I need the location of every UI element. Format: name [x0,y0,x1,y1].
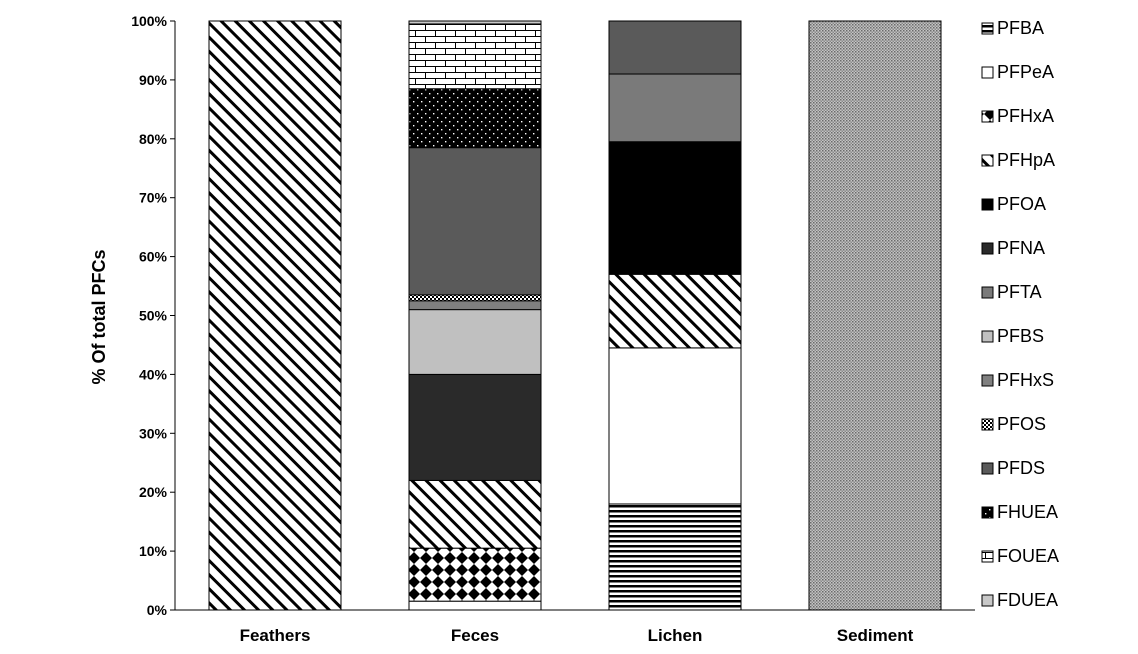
y-tick-label: 0% [147,602,168,618]
legend-swatch-pfpea [981,66,994,79]
bar-segment-feces-pfhxs [408,300,542,311]
legend-swatch-pfds [981,462,994,475]
legend-swatch-pfhxa [981,110,994,123]
legend-label-pfna: PFNA [997,238,1045,258]
bar-segment-feces-pfds [408,147,542,296]
bar-segment-feces-pfna [408,373,542,481]
legend-swatch-fduea [981,594,994,607]
bar-segment-feces-pfos [408,294,542,302]
legend-label-pfhpa: PFHpA [997,150,1055,170]
legend-swatch-pfhpa [981,154,994,167]
bar-segment-feces-pfbs [408,309,542,375]
bar-segment-feces-pfhxa [408,547,542,602]
legend-label-pfoa: PFOA [997,194,1046,214]
y-tick-label: 80% [139,131,168,147]
bar-segment-feces-pfpea [408,600,542,611]
legend-swatch-fhuea [981,506,994,519]
y-axis-title: % Of total PFCs [89,249,109,384]
legend-label-pfds: PFDS [997,458,1045,478]
y-tick-label: 90% [139,72,168,88]
legend-label-pfhxs: PFHxS [997,370,1054,390]
bar-segment-feces-fouea [408,23,542,90]
legend-swatch-fouea [981,550,994,563]
bar-segment-lichen-pfta [608,73,742,143]
y-tick-label: 30% [139,425,168,441]
legend-label-pfta: PFTA [997,282,1042,302]
bar-segment-sediment-unlabeled [808,20,942,611]
bar-segment-feathers-pfhpa [208,20,342,611]
legend-label-pfhxa: PFHxA [997,106,1054,126]
legend-swatch-pfna [981,242,994,255]
x-axis-labels: Feathers Feces Lichen Sediment [240,626,914,645]
axes [174,21,975,611]
bar-segment-feces-pfhpa [408,479,542,549]
legend-label-fhuea: FHUEA [997,502,1058,522]
x-category-label: Sediment [837,626,914,645]
bar-segment-lichen-pfds [608,20,742,75]
y-tick-label: 50% [139,308,168,324]
bars [208,20,942,611]
legend-label-fouea: FOUEA [997,546,1059,566]
x-category-label: Feces [451,626,499,645]
legend-swatch-pfbs [981,330,994,343]
y-tick-label: 20% [139,484,168,500]
legend: PFBA PFPeA PFHxA PFHpA PFOA PFNA PFTA PFBS PFHxS… [981,18,1059,610]
legend-swatch-pfta [981,286,994,299]
legend-label-pfba: PFBA [997,18,1044,38]
bar-segment-feces-fhuea [408,88,542,149]
y-tick-label: 100% [131,13,167,29]
y-tick-label: 70% [139,190,168,206]
y-tick-label: 10% [139,543,168,559]
bar-segment-lichen-pfhpa [608,273,742,349]
bar-segment-lichen-pfpea [608,347,742,505]
legend-label-fduea: FDUEA [997,590,1058,610]
legend-label-pfpea: PFPeA [997,62,1054,82]
legend-swatch-pfoa [981,198,994,211]
legend-label-pfos: PFOS [997,414,1046,434]
x-category-label: Lichen [648,626,703,645]
y-axis-ticks: 0% 10% 20% 30% 40% 50% 60% 70% 80% 90% 100% [131,13,175,618]
y-tick-label: 60% [139,249,168,265]
legend-label-pfbs: PFBS [997,326,1044,346]
legend-swatch-pfos [981,418,994,431]
x-category-label: Feathers [240,626,311,645]
bar-segment-feces-fduea [408,20,542,25]
bar-segment-lichen-pfoa [608,141,742,275]
y-tick-label: 40% [139,366,168,382]
legend-swatch-pfba [981,22,994,35]
legend-swatch-pfhxs [981,374,994,387]
bar-segment-lichen-pfba [608,503,742,611]
